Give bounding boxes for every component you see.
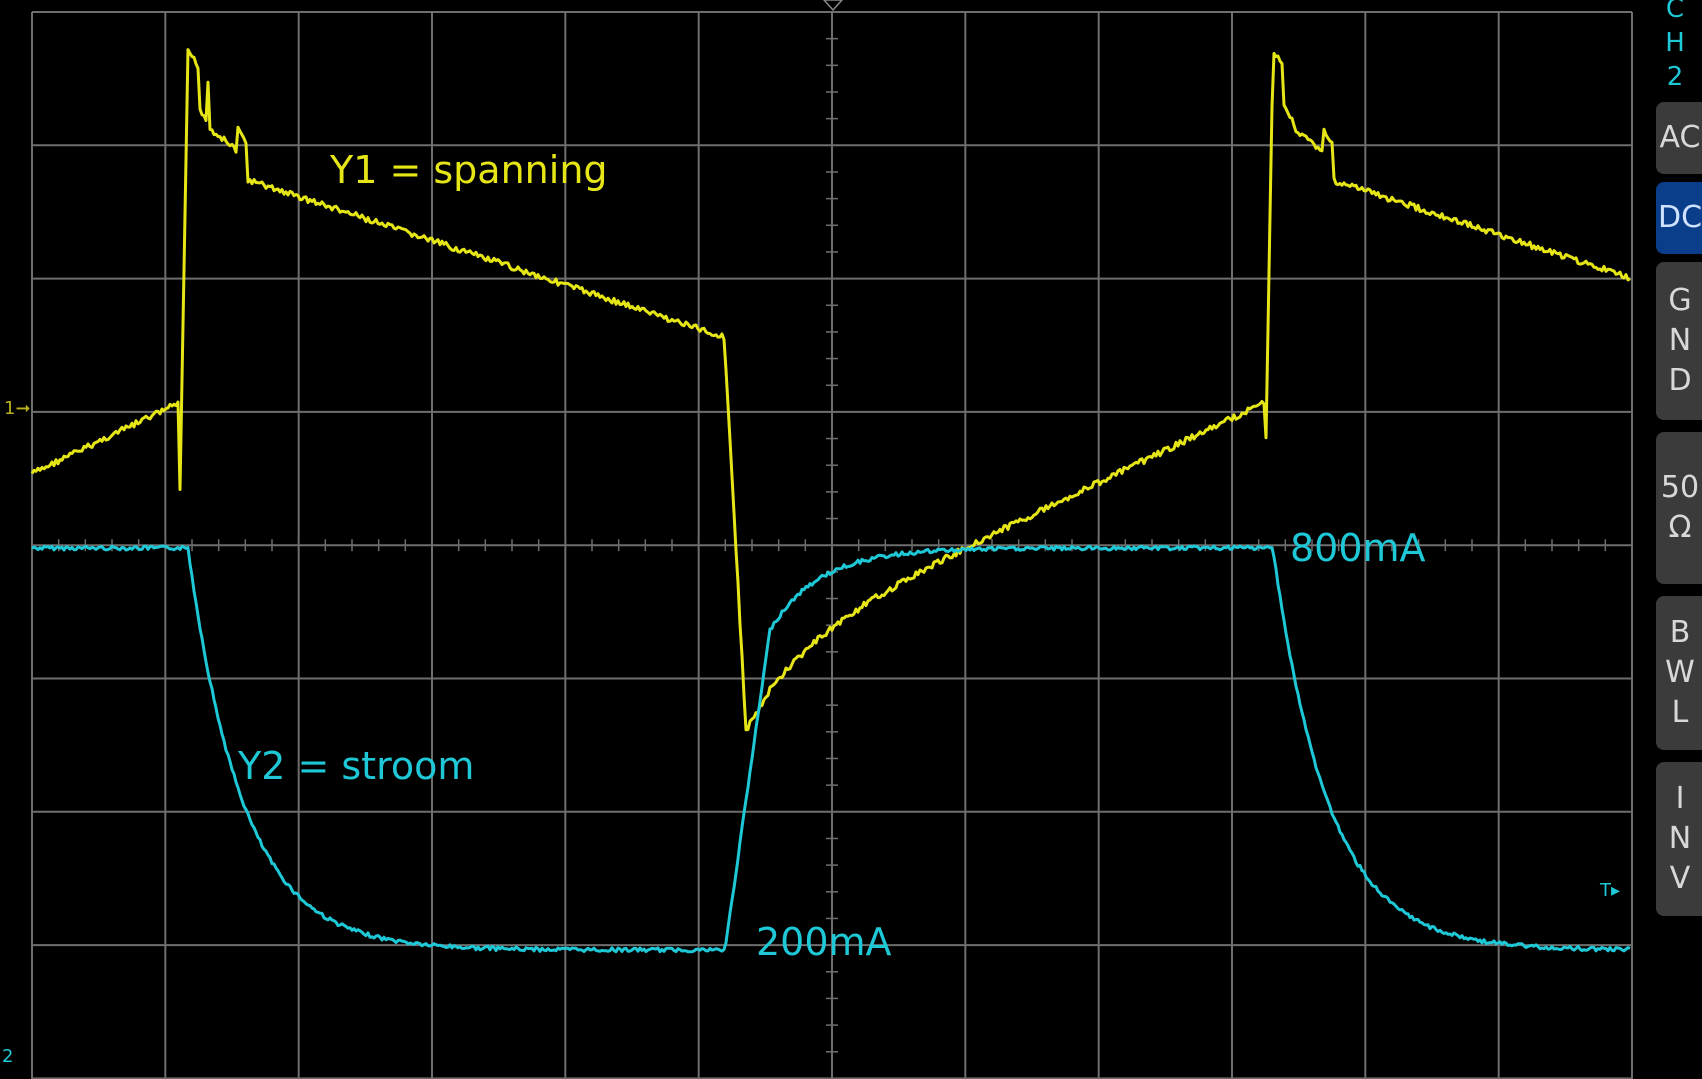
channel-title: C H 2	[1665, 0, 1685, 92]
y2-label: Y2 = stroom	[238, 744, 475, 788]
dc-coupling-button[interactable]: DC	[1656, 182, 1702, 254]
trigger-level-marker[interactable]: T▸	[1600, 880, 1621, 901]
high-current-label: 800mA	[1290, 526, 1426, 570]
trigger-position-marker	[822, 0, 844, 12]
ac-coupling-button[interactable]: AC	[1656, 102, 1702, 174]
low-current-label: 200mA	[756, 920, 892, 964]
50-ohm-button[interactable]: 50 Ω	[1656, 432, 1702, 584]
ch2-ground-marker[interactable]: 2	[2, 1046, 14, 1067]
bandwidth-limit-button[interactable]: B W L	[1656, 596, 1702, 750]
invert-button[interactable]: I N V	[1656, 762, 1702, 916]
ch2-current-trace	[31, 544, 1631, 954]
gnd-button[interactable]: G N D	[1656, 262, 1702, 420]
y1-label: Y1 = spanning	[330, 148, 608, 192]
ch1-voltage-trace	[30, 48, 1631, 732]
ch1-ground-marker[interactable]: 1➞	[4, 398, 31, 419]
